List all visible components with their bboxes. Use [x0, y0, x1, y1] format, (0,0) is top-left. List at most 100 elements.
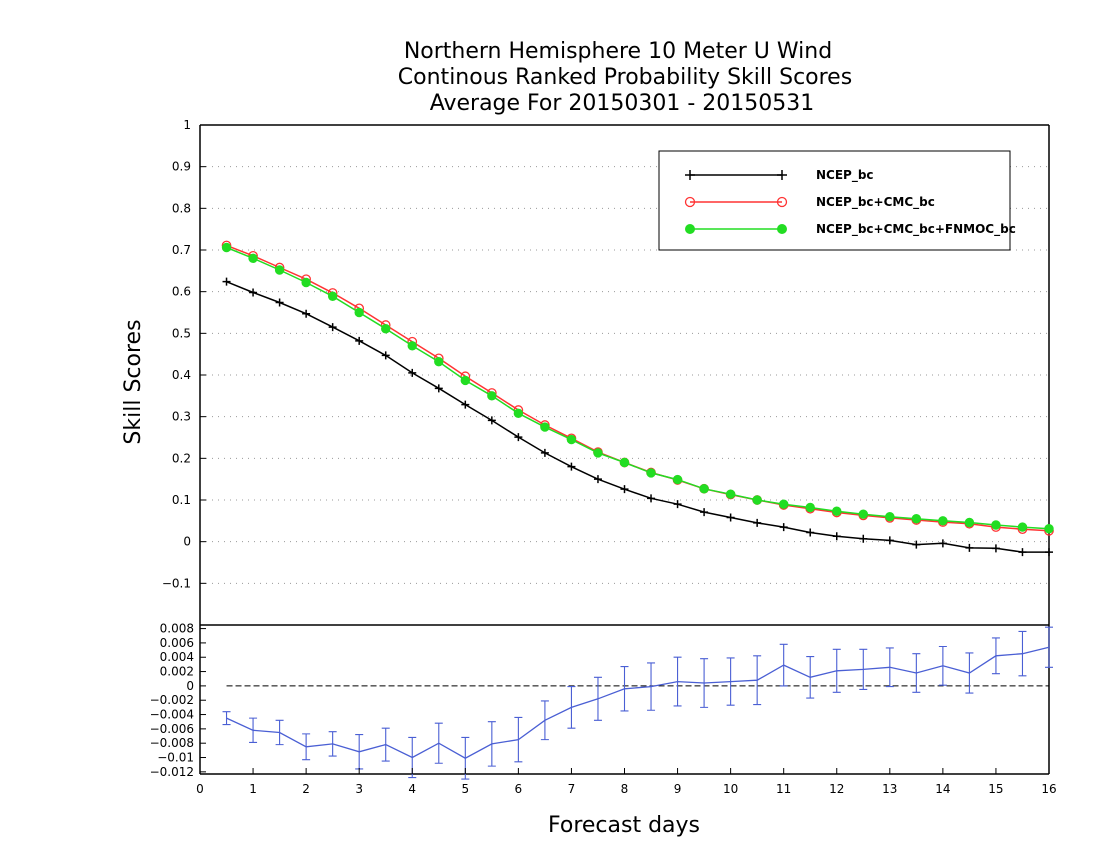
error-bar [647, 662, 656, 711]
y-tick-label: 0.2 [172, 451, 191, 465]
data-point [540, 422, 550, 432]
error-bar [620, 665, 629, 712]
y-tick-label: 0.1 [172, 493, 191, 507]
data-point [407, 341, 417, 351]
error-bar [355, 734, 364, 770]
legend: NCEP_bc NCEP_bc+CMC_bc NCEP_bc+CMC_bc+FNMO… [658, 150, 1016, 251]
y-tick-label: 0.5 [172, 326, 191, 340]
data-point [806, 528, 815, 537]
legend-label: NCEP_bc [816, 168, 874, 183]
data-point [328, 323, 337, 332]
error-bar [673, 656, 682, 707]
data-point [1044, 524, 1054, 534]
x-tick-label: 16 [1041, 782, 1056, 796]
diff-y-tick-label: 0.006 [160, 636, 194, 650]
error-bar [700, 658, 709, 708]
data-point [1018, 548, 1027, 557]
data-point [753, 518, 762, 527]
data-point [487, 416, 496, 425]
y-tick-label: 0 [183, 535, 191, 549]
data-point [327, 291, 338, 301]
series-line-1 [226, 281, 1049, 553]
error-bar [487, 721, 496, 767]
x-tick-label: 2 [302, 782, 310, 796]
data-point [912, 540, 921, 549]
x-tick-label: 9 [674, 782, 682, 796]
x-tick-label: 3 [355, 782, 363, 796]
error-bar [965, 652, 974, 694]
x-tick-label: 10 [723, 782, 738, 796]
error-bar [832, 648, 841, 693]
legend-label: NCEP_bc+CMC_bc [816, 195, 935, 210]
data-point [222, 277, 231, 286]
data-point [1017, 522, 1028, 532]
error-bar [806, 655, 815, 699]
data-point [805, 502, 815, 513]
diff-y-tick-label: 0.002 [160, 665, 194, 679]
y-tick-label: 0.7 [172, 243, 191, 257]
error-bar [302, 733, 311, 761]
data-point [938, 516, 948, 526]
data-point [832, 506, 842, 516]
data-point [593, 475, 602, 484]
diff-y-tick-label: 0.008 [160, 622, 194, 636]
diff-y-tick-label: −0.002 [150, 693, 194, 707]
data-point [646, 468, 656, 478]
x-tick-label: 0 [196, 782, 204, 796]
legend-box [658, 150, 1011, 251]
data-point [885, 536, 894, 545]
data-point [274, 265, 285, 275]
error-bar [753, 655, 762, 706]
legend-label: NCEP_bc+CMC_bc+FNMOC_bc [816, 222, 1016, 237]
data-point [381, 324, 391, 334]
chart-title-line-3: Average For 20150301 - 20150531 [430, 91, 815, 116]
x-tick-label: 15 [988, 782, 1003, 796]
data-point [461, 400, 470, 409]
data-point [1045, 548, 1053, 557]
data-point [566, 434, 577, 445]
data-point [567, 462, 576, 471]
x-tick-label: 14 [935, 782, 950, 796]
data-point [911, 514, 922, 524]
data-point [647, 494, 656, 503]
legend-marker [685, 170, 695, 180]
y-tick-label: 0.9 [172, 160, 191, 174]
x-tick-label: 13 [882, 782, 897, 796]
data-point [700, 508, 709, 517]
error-bar [514, 716, 523, 763]
data-point [991, 544, 1000, 553]
diff-y-tick-label: −0.006 [150, 722, 194, 736]
data-point [460, 375, 471, 386]
data-point [938, 539, 947, 548]
error-bar [859, 648, 868, 691]
x-tick-label: 12 [829, 782, 844, 796]
data-point [434, 384, 443, 393]
x-tick-label: 8 [621, 782, 629, 796]
data-point [381, 351, 390, 360]
data-point [885, 511, 895, 522]
data-point [859, 534, 868, 543]
chart-title-line-1: Northern Hemisphere 10 Meter U Wind [404, 39, 832, 64]
data-point [354, 307, 364, 318]
diff-y-tick-label: −0.004 [150, 708, 194, 722]
data-point [752, 495, 762, 505]
data-point [434, 356, 444, 367]
data-point [858, 509, 868, 519]
diff-y-tick-label: −0.008 [150, 736, 194, 750]
diff-y-tick-label: 0.004 [160, 650, 194, 664]
main-plot-panel: 1 0.9 0.8 0.7 0.6 0.5 0.4 0.3 0.2 0.1 0 −0.1 [162, 118, 1054, 775]
y-tick-label: 0.3 [172, 410, 191, 424]
data-point [540, 448, 549, 457]
error-bar [328, 731, 337, 757]
y-tick-label: 0.6 [172, 285, 191, 299]
data-point [832, 532, 841, 541]
x-tick-label: 7 [568, 782, 576, 796]
data-point [301, 277, 311, 288]
legend-marker [685, 224, 695, 234]
error-bar [275, 719, 284, 746]
data-point [965, 543, 974, 552]
x-tick-label: 6 [515, 782, 523, 796]
x-tick-label: 1 [249, 782, 257, 796]
error-bar [567, 686, 576, 729]
diff-y-tick-label: 0 [186, 679, 194, 693]
